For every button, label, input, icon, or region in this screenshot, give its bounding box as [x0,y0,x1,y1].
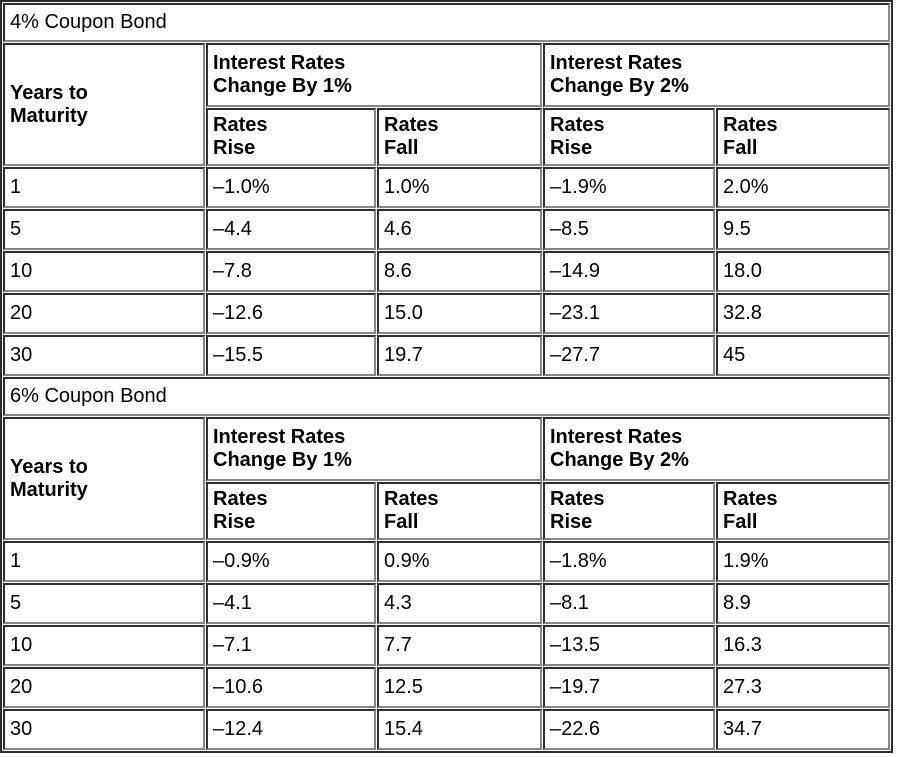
value-cell: 4.3 [377,583,542,624]
group-header-change-2pct: Interest Rates Change By 2% [543,43,890,107]
value-cell: 34.7 [716,709,890,750]
value-cell: –12.6 [206,293,376,334]
value-cell: –8.1 [543,583,715,624]
section-title-row: 6% Coupon Bond [3,377,890,416]
table-row: 10 –7.8 8.6 –14.9 18.0 [3,251,890,292]
sub-header-rates-rise-1pct: Rates Rise [206,482,376,540]
sub-header-rates-fall-2pct: Rates Fall [716,108,890,166]
value-cell: –1.8% [543,541,715,582]
value-cell: 15.4 [377,709,542,750]
table-row: 30 –15.5 19.7 –27.7 45 [3,335,890,376]
value-cell: 9.5 [716,209,890,250]
value-cell: 12.5 [377,667,542,708]
value-cell: 27.3 [716,667,890,708]
value-cell: –4.1 [206,583,376,624]
years-to-maturity-header: Years to Maturity [3,43,205,166]
bond-sensitivity-table: 4% Coupon Bond Years to Maturity Interes… [0,0,893,753]
sub-header-row: Rates Rise Rates Fall Rates Rise Rates F… [3,482,890,540]
years-to-maturity-header: Years to Maturity [3,417,205,540]
section-title-6pct: 6% Coupon Bond [3,377,890,416]
sub-header-row: Rates Rise Rates Fall Rates Rise Rates F… [3,108,890,166]
sub-header-rates-rise-1pct: Rates Rise [206,108,376,166]
years-cell: 30 [3,709,205,750]
group-header-change-1pct: Interest Rates Change By 1% [206,417,542,481]
sub-header-rates-fall-1pct: Rates Fall [377,482,542,540]
value-cell: 8.9 [716,583,890,624]
sub-header-rates-fall-2pct: Rates Fall [716,482,890,540]
value-cell: –13.5 [543,625,715,666]
group-header-row: Years to Maturity Interest Rates Change … [3,43,890,166]
value-cell: –8.5 [543,209,715,250]
table-row: 10 –7.1 7.7 –13.5 16.3 [3,625,890,666]
value-cell: –23.1 [543,293,715,334]
group-header-row: Years to Maturity Interest Rates Change … [3,417,890,540]
value-cell: 0.9% [377,541,542,582]
value-cell: –7.8 [206,251,376,292]
value-cell: –22.6 [543,709,715,750]
value-cell: –19.7 [543,667,715,708]
years-cell: 1 [3,167,205,208]
years-cell: 1 [3,541,205,582]
years-cell: 10 [3,625,205,666]
table-row: 5 –4.4 4.6 –8.5 9.5 [3,209,890,250]
value-cell: –4.4 [206,209,376,250]
table-row: 5 –4.1 4.3 –8.1 8.9 [3,583,890,624]
table-row: 20 –10.6 12.5 –19.7 27.3 [3,667,890,708]
value-cell: 18.0 [716,251,890,292]
table-row: 1 –0.9% 0.9% –1.8% 1.9% [3,541,890,582]
value-cell: 16.3 [716,625,890,666]
years-cell: 20 [3,293,205,334]
value-cell: –1.0% [206,167,376,208]
value-cell: 15.0 [377,293,542,334]
value-cell: 19.7 [377,335,542,376]
value-cell: 8.6 [377,251,542,292]
sub-header-rates-fall-1pct: Rates Fall [377,108,542,166]
value-cell: –10.6 [206,667,376,708]
value-cell: 1.9% [716,541,890,582]
value-cell: –27.7 [543,335,715,376]
years-cell: 20 [3,667,205,708]
value-cell: –1.9% [543,167,715,208]
years-cell: 10 [3,251,205,292]
years-cell: 5 [3,209,205,250]
value-cell: –15.5 [206,335,376,376]
value-cell: –7.1 [206,625,376,666]
value-cell: –12.4 [206,709,376,750]
value-cell: 32.8 [716,293,890,334]
value-cell: –14.9 [543,251,715,292]
sub-header-rates-rise-2pct: Rates Rise [543,482,715,540]
table-row: 20 –12.6 15.0 –23.1 32.8 [3,293,890,334]
value-cell: 2.0% [716,167,890,208]
table-row: 1 –1.0% 1.0% –1.9% 2.0% [3,167,890,208]
value-cell: –0.9% [206,541,376,582]
value-cell: 45 [716,335,890,376]
section-title-4pct: 4% Coupon Bond [3,3,890,42]
value-cell: 4.6 [377,209,542,250]
sub-header-rates-rise-2pct: Rates Rise [543,108,715,166]
years-cell: 30 [3,335,205,376]
years-cell: 5 [3,583,205,624]
group-header-change-1pct: Interest Rates Change By 1% [206,43,542,107]
table-row: 30 –12.4 15.4 –22.6 34.7 [3,709,890,750]
section-title-row: 4% Coupon Bond [3,3,890,42]
group-header-change-2pct: Interest Rates Change By 2% [543,417,890,481]
value-cell: 1.0% [377,167,542,208]
value-cell: 7.7 [377,625,542,666]
